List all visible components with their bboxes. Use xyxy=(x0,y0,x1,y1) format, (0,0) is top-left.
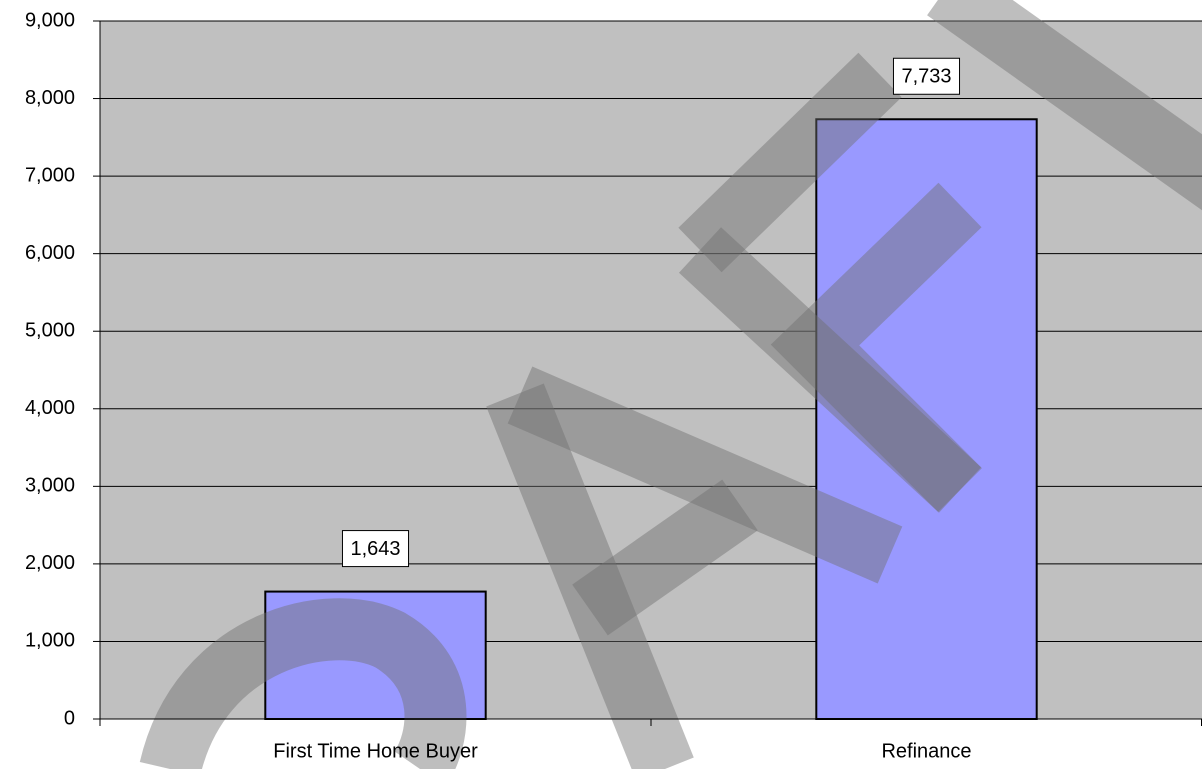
data-label: 7,733 xyxy=(901,66,951,88)
bar xyxy=(264,590,487,721)
y-tick-label: 9,000 xyxy=(25,9,75,31)
watermark xyxy=(139,0,1202,769)
y-tick-label: 4,000 xyxy=(25,397,75,419)
watermark-stroke xyxy=(507,366,903,584)
watermark-stroke xyxy=(486,383,694,769)
watermark-stroke xyxy=(678,227,982,513)
y-tick-label: 1,000 xyxy=(25,630,75,652)
y-tick-label: 5,000 xyxy=(25,320,75,342)
watermark-stroke xyxy=(572,479,758,636)
y-tick-label: 6,000 xyxy=(25,242,75,264)
watermark-stroke xyxy=(139,598,467,769)
x-tick-label: Refinance xyxy=(881,740,971,762)
x-tick-label: First Time Home Buyer xyxy=(273,740,478,762)
watermark-stroke xyxy=(770,182,982,512)
bar xyxy=(815,118,1038,721)
y-tick-label: 7,000 xyxy=(25,164,75,186)
y-tick-label: 8,000 xyxy=(25,87,75,109)
data-label-box xyxy=(892,57,961,95)
data-label-box xyxy=(341,530,410,568)
y-tick-label: 3,000 xyxy=(25,475,75,497)
y-tick-label: 2,000 xyxy=(25,552,75,574)
y-tick-label: 0 xyxy=(64,707,75,729)
watermark-stroke xyxy=(927,0,1202,211)
data-label: 1,643 xyxy=(350,538,400,560)
watermark-stroke xyxy=(678,52,902,273)
